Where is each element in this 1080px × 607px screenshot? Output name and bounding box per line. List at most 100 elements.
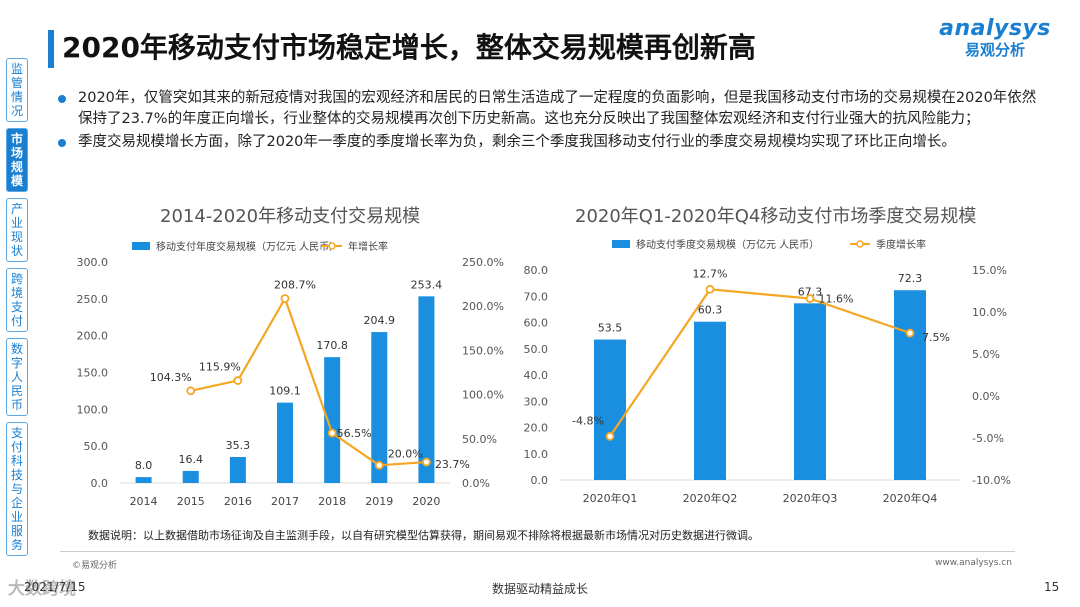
- y-right-tick: -10.0%: [972, 474, 1011, 487]
- data-note: 数据说明：以上数据借助市场征询及自主监测手段，以自有研究模型估算获得，期间易观不…: [88, 529, 759, 542]
- footer-date: 2021/7/15: [24, 580, 86, 594]
- chart1-title: 2014-2020年移动支付交易规模: [160, 206, 421, 227]
- legend-bar-label: 移动支付季度交易规模（万亿元 人民币）: [636, 238, 819, 251]
- bar-label: 170.8: [316, 339, 348, 352]
- legend-bar-swatch: [132, 242, 150, 250]
- sidebar-item-2[interactable]: 产业现状: [6, 198, 28, 262]
- y-left-tick: 0.0: [91, 477, 109, 490]
- line-label: 7.5%: [922, 331, 950, 344]
- y-right-tick: -5.0%: [972, 432, 1004, 445]
- line-point: [186, 386, 196, 396]
- y-left-tick: 30.0: [524, 395, 549, 408]
- x-tick: 2014: [130, 495, 158, 508]
- bar-label: 109.1: [269, 385, 301, 398]
- y-right-tick: 50.0%: [462, 433, 497, 446]
- line-point: [605, 431, 615, 441]
- x-tick: 2020年Q2: [683, 491, 738, 505]
- bullet-item: 季度交易规模增长方面，除了2020年一季度的季度增长率为负，剩余三个季度我国移动…: [56, 132, 1046, 153]
- line-point: [905, 328, 915, 338]
- legend-line-label: 季度增长率: [876, 238, 926, 251]
- y-left-tick: 50.0: [524, 343, 549, 356]
- legend-bar-swatch: [612, 240, 630, 248]
- sidebar-item-5[interactable]: 支付科技与企业服务: [6, 422, 28, 556]
- bar-label: 72.3: [898, 272, 923, 285]
- y-right-tick: 100.0%: [462, 389, 504, 402]
- x-tick: 2020: [412, 495, 440, 508]
- y-left-tick: 80.0: [524, 264, 549, 277]
- y-left-tick: 150.0: [77, 367, 109, 380]
- growth-line: [190, 295, 427, 467]
- site-url[interactable]: www.analysys.cn: [935, 558, 1012, 568]
- bar-2015: [182, 470, 199, 483]
- legend-line-marker: [856, 240, 864, 248]
- chart2-title: 2020年Q1-2020年Q4移动支付市场季度交易规模: [575, 206, 977, 227]
- x-tick: 2017: [271, 495, 299, 508]
- growth-line: [609, 288, 911, 437]
- y-left-tick: 10.0: [524, 448, 549, 461]
- copyright: ©易观分析: [72, 561, 118, 571]
- line-label: 12.7%: [693, 267, 728, 280]
- line-label: -4.8%: [572, 414, 604, 427]
- x-tick: 2015: [177, 495, 205, 508]
- bar-label: 204.9: [364, 314, 396, 327]
- y-right-tick: 0.0%: [462, 477, 490, 490]
- bar-2016: [229, 456, 246, 483]
- line-label: 208.7%: [274, 279, 316, 292]
- sidebar-item-3[interactable]: 跨境支付: [6, 268, 28, 332]
- bullet-item: 2020年，仅管突如其来的新冠疫情对我国的宏观经济和居民的日常生活造成了一定程度…: [56, 88, 1046, 130]
- bar-2020: [418, 296, 435, 483]
- bar-2020年Q1: [594, 339, 626, 480]
- y-left-tick: 250.0: [77, 293, 109, 306]
- footer-divider: [60, 551, 1015, 552]
- logo-en: analysys: [939, 16, 1051, 41]
- x-tick: 2020年Q1: [583, 491, 638, 505]
- y-left-tick: 100.0: [77, 403, 109, 416]
- legend-line-label: 年增长率: [348, 240, 388, 253]
- bar-label: 253.4: [411, 278, 443, 291]
- line-point: [705, 284, 715, 294]
- x-tick: 2020年Q4: [883, 491, 938, 505]
- y-right-tick: 5.0%: [972, 348, 1000, 361]
- bar-2020年Q4: [894, 290, 926, 480]
- bar-2017: [277, 402, 293, 483]
- line-point: [422, 457, 431, 467]
- x-tick: 2020年Q3: [783, 491, 838, 505]
- sidebar-item-0[interactable]: 监管情况: [6, 58, 28, 122]
- y-left-tick: 200.0: [77, 330, 109, 343]
- line-point: [374, 460, 384, 470]
- x-tick: 2018: [318, 495, 346, 508]
- legend-bar-label: 移动支付年度交易规模（万亿元 人民币）: [156, 240, 339, 253]
- y-right-tick: 200.0%: [462, 300, 504, 313]
- sidebar-item-4[interactable]: 数字人民币: [6, 338, 28, 416]
- line-label: 56.5%: [337, 427, 372, 440]
- bar-label: 60.3: [698, 304, 723, 317]
- bar-2019: [371, 332, 388, 483]
- summary-bullets: 2020年，仅管突如其来的新冠疫情对我国的宏观经济和居民的日常生活造成了一定程度…: [56, 88, 1046, 155]
- y-right-tick: 250.0%: [462, 256, 504, 269]
- sidebar-nav: 监管情况市场规模产业现状跨境支付数字人民币支付科技与企业服务: [6, 58, 30, 562]
- bar-label: 53.5: [598, 322, 623, 335]
- x-tick: 2016: [224, 495, 252, 508]
- y-left-tick: 20.0: [524, 422, 549, 435]
- sidebar-item-1[interactable]: 市场规模: [6, 128, 28, 192]
- bar-label: 67.3: [798, 285, 823, 298]
- y-right-tick: 0.0%: [972, 390, 1000, 403]
- line-label: 20.0%: [388, 447, 423, 460]
- page-number: 15: [1044, 580, 1060, 594]
- annual-chart: 移动支付年度交易规模（万亿元 人民币） 年增长率 0.0 50.0 100.0 150.0…: [77, 240, 504, 508]
- bar-2014: [135, 477, 152, 483]
- footer-slogan: 数据驱动精益成长: [491, 582, 588, 596]
- logo-cn: 易观分析: [964, 41, 1025, 59]
- y-left-tick: 300.0: [77, 256, 109, 269]
- y-right-tick: 15.0%: [972, 264, 1007, 277]
- line-label: 115.9%: [199, 361, 241, 374]
- y-left-tick: 0.0: [531, 474, 549, 487]
- y-left-tick: 50.0: [84, 440, 109, 453]
- line-point: [327, 428, 337, 438]
- y-right-tick: 150.0%: [462, 344, 504, 357]
- line-point: [280, 294, 290, 303]
- bar-label: 16.4: [178, 453, 203, 466]
- line-point: [233, 376, 243, 385]
- brand-logo: analysys 易观分析: [930, 16, 1060, 60]
- x-tick: 2019: [365, 495, 393, 508]
